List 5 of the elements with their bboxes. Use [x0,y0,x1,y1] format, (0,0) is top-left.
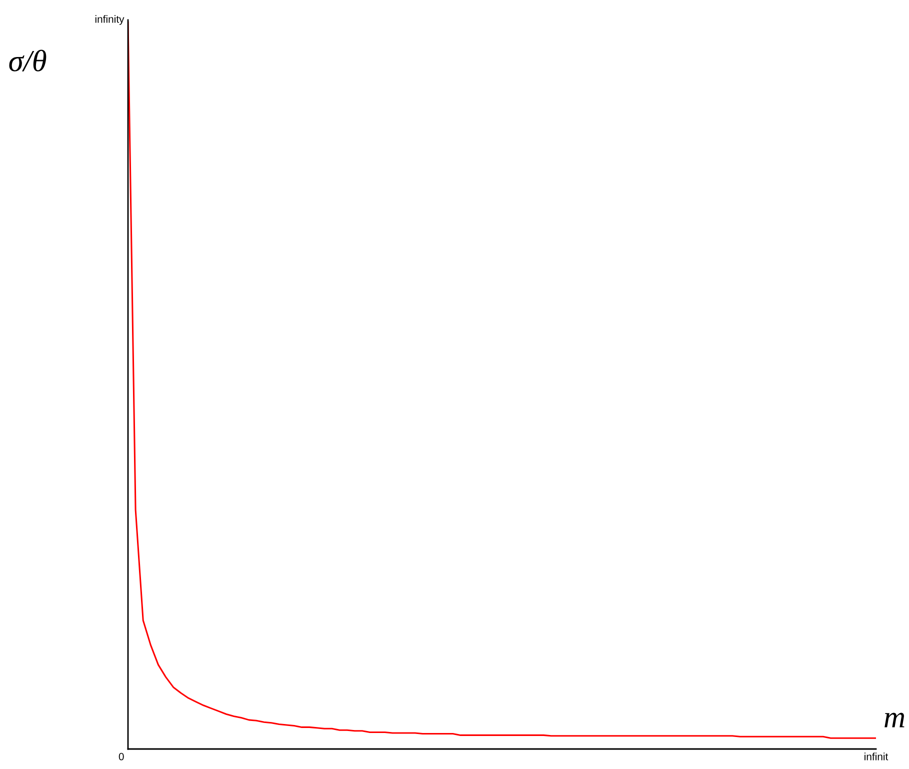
text: infinit [864,752,888,760]
x-axis-title: m [884,712,904,728]
text: 0 [118,752,124,760]
text: infinity [95,15,124,25]
y-axis-title: σ/θ [9,50,46,72]
